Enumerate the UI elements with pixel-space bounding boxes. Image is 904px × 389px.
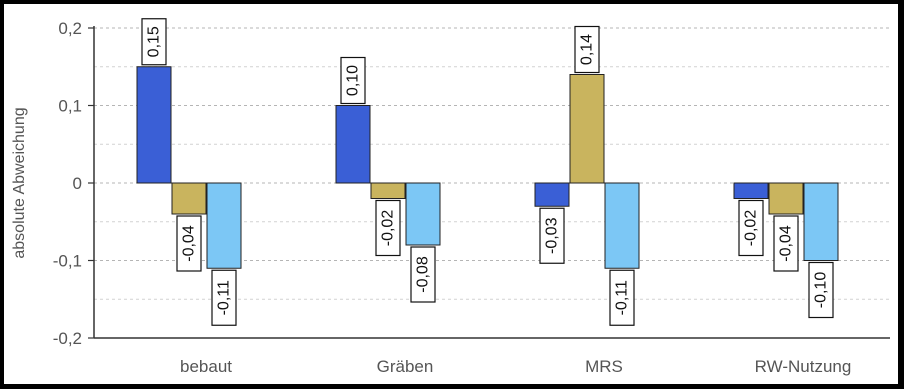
data-label-box	[574, 25, 600, 74]
data-label: -0,04	[176, 215, 202, 272]
bar	[136, 66, 172, 184]
data-label: -0,08	[410, 246, 436, 303]
y-tick-labels: 0,2 0,1 0 -0,1 -0,2	[53, 19, 94, 348]
bars	[136, 66, 839, 269]
chart-panel: 0,2 0,1 0 -0,1 -0,2 bebaut Gräben MRS RW-Nutzun…	[4, 4, 898, 384]
x-tick-label: Gräben	[377, 357, 434, 376]
data-label-text: 0,15	[146, 26, 163, 57]
y-tick-label: 0	[73, 174, 82, 193]
data-label-text: -0,10	[813, 272, 830, 309]
data-label-box	[773, 215, 799, 272]
data-label-box	[738, 199, 764, 257]
data-label: -0,11	[609, 269, 635, 326]
x-tick-labels: bebaut Gräben MRS RW-Nutzung	[180, 357, 851, 376]
x-tick-label: MRS	[585, 357, 623, 376]
data-label-text: 0,14	[579, 34, 596, 65]
data-label-text: -0,11	[614, 280, 631, 315]
data-label-box	[375, 199, 401, 257]
data-label-box	[808, 261, 834, 319]
bar	[405, 182, 441, 246]
data-label: -0,11	[211, 269, 237, 326]
y-tick-label: -0,1	[53, 252, 82, 271]
data-label-box	[609, 269, 635, 326]
bar	[206, 182, 242, 269]
x-tick-label: bebaut	[180, 357, 232, 376]
bar	[768, 182, 804, 215]
bar	[569, 74, 605, 184]
bar	[604, 182, 640, 269]
data-label-text: -0,02	[743, 210, 760, 247]
bar	[534, 182, 570, 207]
y-tick-label: 0,1	[58, 97, 82, 116]
data-label: 0,14	[574, 25, 600, 74]
bar	[733, 182, 769, 199]
bar-chart: 0,20,10-0,1-0,2 bebaut Gräben MRS RW-Nutzun…	[11, 18, 890, 376]
data-label: -0,02	[738, 199, 764, 257]
data-label: 0,10	[340, 56, 366, 105]
data-label: -0,04	[773, 215, 799, 272]
y-tick-label: 0,2	[58, 19, 82, 38]
data-label-text: -0,11	[216, 280, 233, 315]
bar	[370, 182, 406, 199]
data-label-box	[539, 207, 565, 264]
axes	[93, 26, 890, 339]
data-label-box	[211, 269, 237, 326]
data-label-box	[141, 18, 167, 66]
data-label: 0,15	[141, 18, 167, 66]
data-label-box	[340, 56, 366, 105]
data-label-box	[410, 246, 436, 303]
bar	[803, 182, 839, 261]
data-label-text: -0,04	[181, 225, 198, 262]
data-label-text: 0,10	[345, 65, 362, 96]
data-labels: 0,15 -0,04 -0,11 0,10 -0,02 -0,08 -0,03 0,14 -0,…	[141, 18, 834, 326]
data-label: -0,02	[375, 199, 401, 257]
y-axis-label: absolute Abweichung	[11, 107, 28, 258]
data-label-box	[176, 215, 202, 272]
data-label-text: -0,08	[415, 256, 432, 293]
y-tick-label: -0,2	[53, 329, 82, 348]
bar	[335, 105, 371, 184]
data-label: -0,03	[539, 207, 565, 264]
data-label-text: -0,04	[778, 225, 795, 262]
x-tick-label: RW-Nutzung	[755, 357, 852, 376]
bar	[171, 182, 207, 215]
data-label: -0,10	[808, 261, 834, 319]
data-label-text: -0,02	[380, 210, 397, 247]
data-label-text: -0,03	[544, 217, 561, 254]
